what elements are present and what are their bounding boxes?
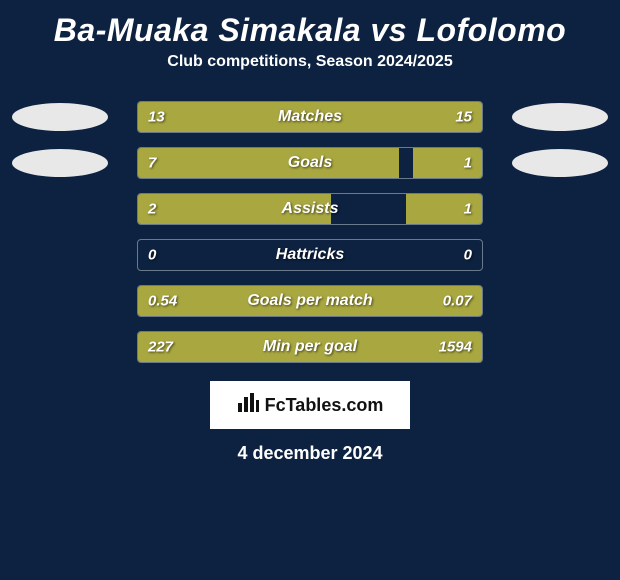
stat-value-left: 13 xyxy=(148,109,165,126)
stat-label: Goals per match xyxy=(247,292,372,310)
stat-row: 0 0 Hattricks xyxy=(0,239,620,271)
player-left-oval xyxy=(12,103,108,131)
player-left-oval xyxy=(12,149,108,177)
stat-value-right: 15 xyxy=(455,109,472,126)
brand-icon xyxy=(237,393,259,418)
stat-label: Goals xyxy=(288,154,332,172)
page-title: Ba-Muaka Simakala vs Lofolomo xyxy=(0,0,620,53)
stat-value-left: 0 xyxy=(148,247,156,264)
stat-row: 2 1 Assists xyxy=(0,193,620,225)
date-label: 4 december 2024 xyxy=(0,443,620,464)
stat-bar: 13 15 Matches xyxy=(137,101,483,133)
stat-value-left: 227 xyxy=(148,339,173,356)
bar-left-fill xyxy=(138,148,399,178)
stat-row: 0.54 0.07 Goals per match xyxy=(0,285,620,317)
stat-rows: 13 15 Matches 7 1 Goals 2 1 Assists 0 0 Hattricks 0.… xyxy=(0,101,620,363)
stat-label: Matches xyxy=(278,108,342,126)
stat-value-left: 2 xyxy=(148,201,156,218)
stat-row: 7 1 Goals xyxy=(0,147,620,179)
stat-value-left: 7 xyxy=(148,155,156,172)
stat-value-right: 1 xyxy=(464,155,472,172)
page-subtitle: Club competitions, Season 2024/2025 xyxy=(0,53,620,71)
stat-value-left: 0.54 xyxy=(148,293,177,310)
stat-label: Min per goal xyxy=(263,338,357,356)
brand-text: FcTables.com xyxy=(265,395,384,416)
stat-bar: 0.54 0.07 Goals per match xyxy=(137,285,483,317)
player-right-oval xyxy=(512,149,608,177)
stat-row: 13 15 Matches xyxy=(0,101,620,133)
brand-box: FcTables.com xyxy=(210,381,410,429)
stat-label: Hattricks xyxy=(276,246,344,264)
stat-value-right: 0 xyxy=(464,247,472,264)
stat-value-right: 1 xyxy=(464,201,472,218)
stat-value-right: 0.07 xyxy=(443,293,472,310)
stat-bar: 227 1594 Min per goal xyxy=(137,331,483,363)
stat-bar: 2 1 Assists xyxy=(137,193,483,225)
stat-label: Assists xyxy=(282,200,339,218)
stat-bar: 0 0 Hattricks xyxy=(137,239,483,271)
stat-bar: 7 1 Goals xyxy=(137,147,483,179)
player-right-oval xyxy=(512,103,608,131)
stat-row: 227 1594 Min per goal xyxy=(0,331,620,363)
stat-value-right: 1594 xyxy=(439,339,472,356)
